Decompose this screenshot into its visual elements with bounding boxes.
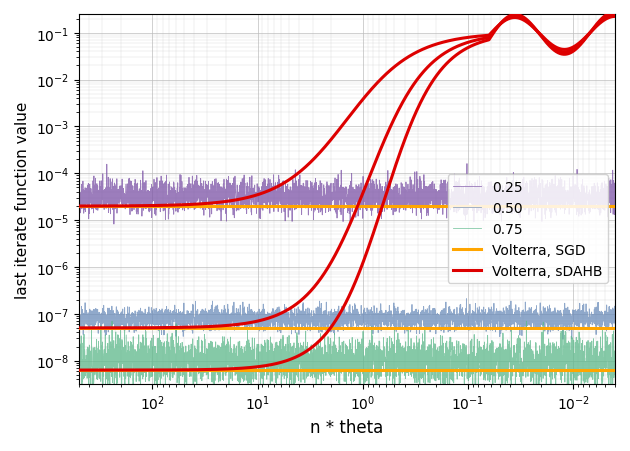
Line: 0.50: 0.50 — [79, 299, 615, 340]
0.25 — [611, 192, 619, 197]
0.25 — [463, 161, 471, 167]
0.50 — [465, 322, 472, 328]
0.25 — [568, 195, 576, 201]
Line: Volterra, sDAHB: Volterra, sDAHB — [79, 18, 615, 207]
0.50 — [568, 321, 576, 327]
0.75 — [301, 363, 308, 368]
0.50 — [559, 337, 567, 342]
Volterra, sDAHB — [464, 36, 472, 41]
Volterra, SGD — [359, 204, 367, 209]
0.50 — [611, 304, 619, 310]
0.50 — [329, 317, 337, 322]
Volterra, sDAHB — [329, 134, 337, 140]
0.25 — [595, 207, 602, 213]
0.75 — [304, 373, 312, 379]
0.50 — [462, 296, 470, 302]
0.75 — [595, 354, 602, 360]
0.50 — [595, 319, 602, 325]
0.75 — [523, 319, 530, 324]
0.75 — [611, 369, 619, 375]
Volterra, sDAHB — [304, 162, 312, 168]
Line: 0.25: 0.25 — [79, 164, 615, 225]
Volterra, sDAHB — [568, 46, 576, 51]
0.25 — [110, 222, 118, 227]
0.25 — [305, 188, 312, 193]
0.25 — [301, 195, 308, 200]
0.25 — [330, 198, 338, 203]
Volterra, sDAHB — [75, 204, 83, 209]
0.75 — [330, 354, 338, 359]
Volterra, sDAHB — [611, 15, 619, 20]
0.75 — [312, 404, 320, 410]
Line: 0.75: 0.75 — [79, 322, 615, 407]
0.25 — [465, 204, 472, 210]
0.50 — [75, 321, 83, 327]
0.50 — [304, 311, 312, 317]
0.75 — [568, 369, 576, 375]
0.25 — [75, 190, 83, 196]
Volterra, sDAHB — [301, 166, 308, 171]
X-axis label: n * theta: n * theta — [310, 418, 384, 436]
Legend: 0.25, 0.50, 0.75, Volterra, SGD, Volterra, sDAHB: 0.25, 0.50, 0.75, Volterra, SGD, Volterr… — [447, 175, 608, 284]
Volterra, sDAHB — [595, 23, 602, 28]
Y-axis label: last iterate function value: last iterate function value — [15, 101, 30, 298]
0.50 — [301, 322, 308, 327]
0.75 — [75, 359, 83, 364]
0.75 — [465, 368, 472, 373]
